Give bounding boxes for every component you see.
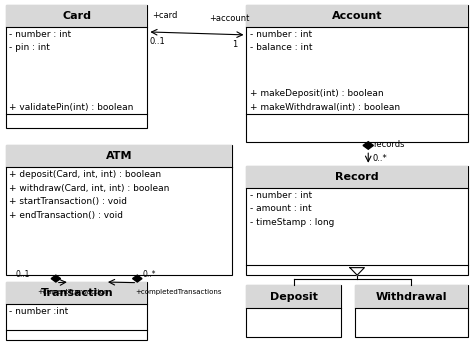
Text: +card: +card bbox=[152, 11, 178, 20]
Text: +account: +account bbox=[209, 14, 249, 23]
Bar bbox=[6, 282, 147, 340]
Text: ATM: ATM bbox=[106, 151, 132, 161]
Polygon shape bbox=[51, 275, 61, 282]
Text: + makeWithdrawal(int) : boolean: + makeWithdrawal(int) : boolean bbox=[250, 103, 400, 112]
Bar bbox=[355, 285, 468, 337]
Polygon shape bbox=[133, 275, 142, 282]
Text: 0..*: 0..* bbox=[142, 270, 155, 279]
Text: - number : int: - number : int bbox=[9, 30, 72, 39]
Bar bbox=[6, 282, 147, 304]
Bar bbox=[246, 5, 468, 142]
Bar bbox=[246, 5, 468, 27]
Text: - amount : int: - amount : int bbox=[250, 204, 311, 213]
Bar bbox=[6, 5, 147, 128]
Text: 1: 1 bbox=[232, 40, 237, 49]
Text: + withdraw(Card, int, int) : boolean: + withdraw(Card, int, int) : boolean bbox=[9, 184, 170, 193]
Polygon shape bbox=[363, 142, 374, 149]
Bar bbox=[246, 285, 341, 308]
Text: Card: Card bbox=[62, 11, 91, 21]
Text: + endTransaction() : void: + endTransaction() : void bbox=[9, 211, 123, 220]
Text: Transaction: Transaction bbox=[40, 288, 113, 298]
Text: 0..1: 0..1 bbox=[150, 37, 165, 46]
Text: Account: Account bbox=[332, 11, 383, 21]
Bar bbox=[246, 166, 468, 188]
Polygon shape bbox=[350, 268, 365, 275]
Text: Withdrawal: Withdrawal bbox=[375, 292, 447, 302]
Text: - number : int: - number : int bbox=[250, 191, 312, 200]
Text: + deposit(Card, int, int) : boolean: + deposit(Card, int, int) : boolean bbox=[9, 170, 162, 179]
Text: records: records bbox=[373, 140, 404, 149]
Bar bbox=[246, 285, 341, 337]
Text: - pin : int: - pin : int bbox=[9, 43, 50, 52]
Text: +completedTransactions: +completedTransactions bbox=[135, 289, 221, 295]
Text: - number :int: - number :int bbox=[9, 307, 69, 316]
Text: Record: Record bbox=[335, 172, 379, 182]
Text: + makeDeposit(int) : boolean: + makeDeposit(int) : boolean bbox=[250, 89, 383, 98]
Bar bbox=[6, 5, 147, 27]
Text: 0..*: 0..* bbox=[373, 154, 388, 162]
Bar bbox=[246, 166, 468, 275]
Text: - number : int: - number : int bbox=[250, 30, 312, 39]
Text: +currentTransaction: +currentTransaction bbox=[37, 289, 109, 295]
Bar bbox=[6, 145, 232, 275]
Text: 0..1: 0..1 bbox=[16, 270, 30, 279]
Text: - balance : int: - balance : int bbox=[250, 43, 312, 52]
Bar bbox=[6, 145, 232, 167]
Text: - timeStamp : long: - timeStamp : long bbox=[250, 218, 334, 227]
Bar bbox=[355, 285, 468, 308]
Text: Deposit: Deposit bbox=[270, 292, 318, 302]
Text: + startTransaction() : void: + startTransaction() : void bbox=[9, 197, 128, 206]
Text: + validatePin(int) : boolean: + validatePin(int) : boolean bbox=[9, 103, 134, 112]
